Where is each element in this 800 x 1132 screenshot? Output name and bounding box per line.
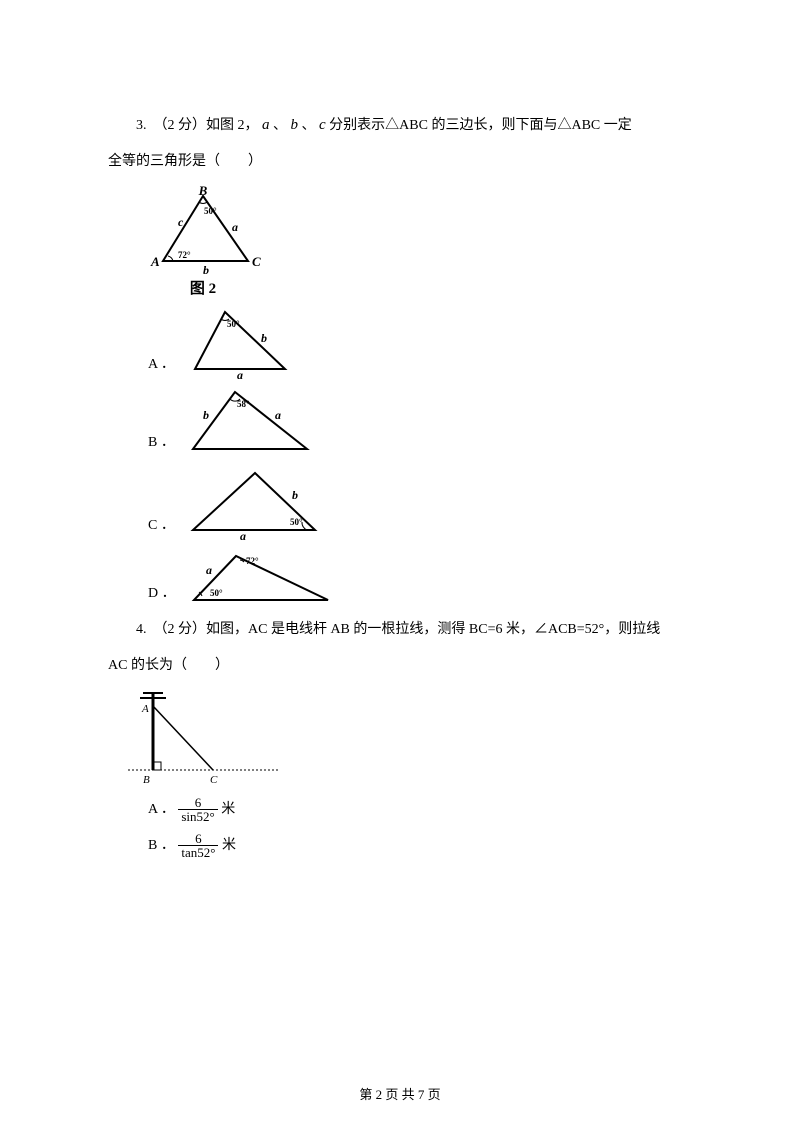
side-c: c (178, 215, 184, 229)
fig2-caption: 图 2 (190, 280, 216, 296)
footer-prefix: 第 (359, 1087, 372, 1102)
optD-angle50: 50° (210, 588, 223, 598)
q4-option-a: A ． 6 sin52° 米 (148, 796, 700, 824)
footer-suffix: 页 (428, 1087, 441, 1102)
footer-mid: 页 共 (385, 1087, 414, 1102)
optC-a: a (240, 529, 246, 540)
optD-a: a (206, 563, 212, 577)
q3-suffix: 分别表示△ABC 的三边长，则下面与△ABC 一定 (329, 118, 632, 133)
optC-b: b (292, 488, 298, 502)
optB-angle: 58° (237, 399, 250, 409)
optA-label: A ． (148, 351, 175, 379)
unitA: 米 (221, 802, 235, 817)
denB: tan52° (178, 845, 218, 859)
label-C: C (252, 254, 261, 269)
angle-72: 72° (178, 250, 191, 260)
fraction-a: 6 sin52° (178, 796, 217, 823)
optB-a: a (275, 408, 281, 422)
page-footer: 第 2 页 共 7 页 (0, 1082, 800, 1108)
denA: sin52° (178, 809, 217, 823)
sep2: 、 (302, 118, 316, 133)
unitB: 米 (222, 838, 236, 853)
optB-label: B ． (148, 429, 175, 457)
optB-b: b (203, 408, 209, 422)
q4-B: B (143, 774, 150, 786)
q4-optB-label: B ． (148, 838, 175, 853)
q3-option-d: D ． 72° 50° a (108, 548, 700, 608)
q3-option-c: C ． 50° b a (108, 465, 700, 540)
q3-line1: 3. （2 分）如图 2， a 、 b 、 c 分别表示△ABC 的三边长，则下… (108, 110, 700, 140)
numA: 6 (178, 796, 217, 809)
q4-option-b: B ． 6 tan52° 米 (148, 832, 700, 860)
figure-q4: A B C (128, 688, 700, 788)
optA-angle: 50° (227, 319, 240, 329)
sep1: 、 (273, 118, 287, 133)
optA-b: b (261, 331, 267, 345)
label-B: B (198, 186, 208, 198)
optC-angle: 50° (290, 517, 303, 527)
var-b: b (291, 117, 299, 133)
numB: 6 (178, 832, 218, 845)
angle-50: 50° (204, 206, 217, 216)
optA-a: a (237, 368, 243, 379)
figure-2: B A C c a b 50° 72° 图 2 (148, 186, 700, 296)
label-A: A (150, 254, 160, 269)
q4-optA-label: A ． (148, 802, 175, 817)
footer-current: 2 (376, 1087, 383, 1102)
q4-C: C (210, 774, 218, 786)
side-b: b (203, 263, 209, 277)
q4-line2: AC 的长为（ ） (108, 652, 700, 680)
fraction-b: 6 tan52° (178, 832, 218, 859)
q3-prefix: 3. （2 分）如图 2， (136, 118, 259, 133)
optD-angle72: 72° (246, 556, 259, 566)
q3-line2: 全等的三角形是（ ） (108, 148, 700, 176)
q4-line1: 4. （2 分）如图，AC 是电线杆 AB 的一根拉线，测得 BC=6 米，∠A… (108, 616, 700, 644)
optD-label: D ． (148, 580, 176, 608)
var-a: a (262, 117, 270, 133)
q3-option-b: B ． 58° b a (108, 387, 700, 457)
q4-A: A (141, 703, 149, 715)
var-c: c (319, 117, 326, 133)
footer-total: 7 (418, 1087, 425, 1102)
side-a: a (232, 220, 238, 234)
optC-label: C ． (148, 512, 175, 540)
q3-option-a: A ． 50° b a (108, 304, 700, 379)
